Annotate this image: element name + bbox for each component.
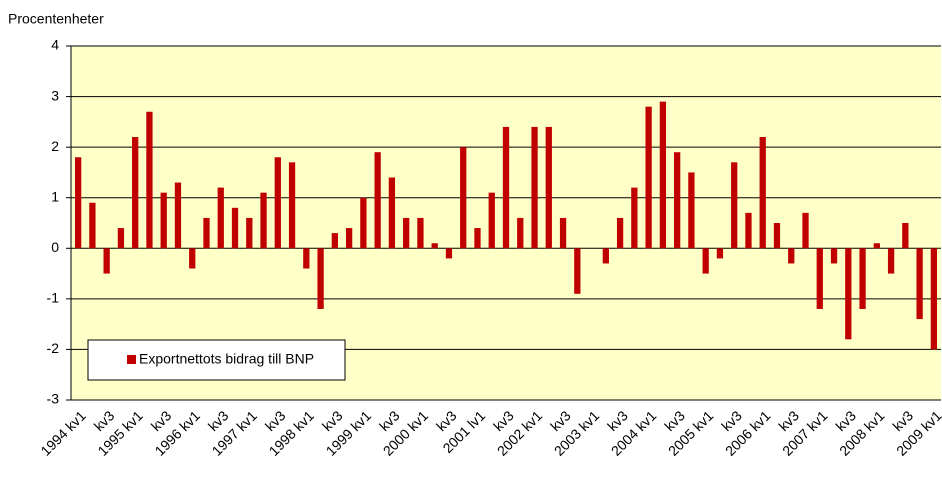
bar xyxy=(260,192,267,249)
bar xyxy=(189,248,196,269)
bar xyxy=(132,137,139,249)
bar xyxy=(616,217,624,249)
bar xyxy=(374,152,381,249)
bar xyxy=(517,217,524,249)
bar xyxy=(574,248,581,294)
bar xyxy=(474,228,481,249)
bar xyxy=(274,157,281,249)
bar xyxy=(902,223,909,249)
y-tick-label: 0 xyxy=(51,239,59,255)
y-tick-label: -1 xyxy=(47,290,60,306)
bar xyxy=(74,157,82,249)
bar xyxy=(873,243,880,249)
bar xyxy=(445,248,453,259)
bar xyxy=(203,217,210,249)
bar xyxy=(645,106,652,249)
bar xyxy=(887,248,895,274)
bar xyxy=(674,152,681,249)
y-tick-label: 3 xyxy=(51,87,59,103)
bar xyxy=(802,212,809,249)
bar xyxy=(845,248,852,340)
bar xyxy=(659,101,667,249)
bar xyxy=(460,147,467,249)
x-tick-label: 1994 kv1 xyxy=(37,407,89,459)
bar xyxy=(431,243,438,249)
bar xyxy=(916,248,923,320)
bar xyxy=(716,248,724,259)
y-tick-label: 1 xyxy=(51,188,59,204)
bar xyxy=(545,126,552,249)
bar xyxy=(288,162,296,249)
y-tick-label: 4 xyxy=(51,37,59,53)
bar xyxy=(360,197,367,249)
bar xyxy=(930,248,938,350)
bar xyxy=(745,212,752,249)
bar xyxy=(688,172,695,249)
legend-label: Exportnettots bidrag till BNP xyxy=(139,351,314,367)
bar xyxy=(773,223,781,249)
bar xyxy=(246,217,253,249)
legend-swatch xyxy=(127,355,136,364)
bar xyxy=(788,248,795,264)
bar xyxy=(417,217,424,249)
bar xyxy=(488,192,495,249)
y-tick-label: 2 xyxy=(51,138,59,154)
bar xyxy=(89,202,96,249)
bar xyxy=(117,228,125,249)
bar xyxy=(531,126,538,249)
bar xyxy=(303,248,310,269)
bar xyxy=(403,217,410,249)
bar xyxy=(759,137,766,249)
bar xyxy=(345,228,353,249)
bar xyxy=(631,187,638,249)
bar xyxy=(317,248,324,309)
bar xyxy=(816,248,823,309)
bar xyxy=(702,248,709,274)
y-axis-label: Procentenheter xyxy=(8,11,104,27)
bar xyxy=(559,217,567,249)
bar xyxy=(859,248,866,309)
bar xyxy=(217,187,224,249)
y-tick-label: -3 xyxy=(47,391,60,407)
bar xyxy=(174,182,182,249)
bar xyxy=(502,126,510,249)
bar xyxy=(146,111,153,249)
bar xyxy=(388,177,396,249)
bar xyxy=(731,162,738,249)
bar xyxy=(602,248,609,264)
bar xyxy=(331,233,338,249)
bar xyxy=(160,192,167,249)
bar xyxy=(231,207,239,249)
y-tick-label: -2 xyxy=(47,340,60,356)
bar xyxy=(103,248,110,274)
bar xyxy=(830,248,838,264)
